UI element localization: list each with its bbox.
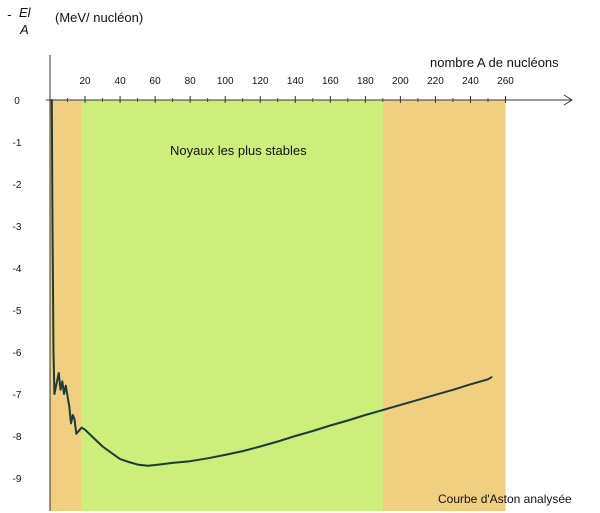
stable-zone-label: Noyaux les plus stables — [170, 143, 307, 158]
y-tick-label-2: -2 — [13, 180, 22, 191]
x-tick-label-140: 140 — [287, 76, 304, 87]
x-tick-label-20: 20 — [79, 76, 91, 87]
zone-band-2 — [382, 100, 506, 511]
ylabel-denominator: A — [19, 22, 29, 37]
x-tick-label-160: 160 — [322, 76, 339, 87]
zone-band-1 — [81, 100, 383, 511]
x-tick-label-260: 260 — [497, 76, 514, 87]
axes — [46, 55, 573, 511]
binding-energy-curve-0 — [50, 99, 493, 467]
y-tick-label-6: -6 — [13, 348, 22, 359]
chart-labels: - El A (MeV/ nucléon) nombre A de nucléo… — [7, 5, 572, 506]
y-tick-label-8: -8 — [13, 432, 22, 443]
x-axis-arrow — [563, 94, 573, 106]
y-tick-label-7: -7 — [13, 390, 22, 401]
ylabel-numerator: El — [19, 5, 32, 20]
zone-band-0 — [50, 100, 82, 511]
chart-caption: Courbe d'Aston analysée — [438, 492, 572, 506]
zone-bands — [50, 100, 506, 511]
x-axis-label: nombre A de nucléons — [430, 55, 559, 70]
x-tick-label-180: 180 — [357, 76, 374, 87]
series-layer — [50, 99, 493, 467]
x-tick-label-240: 240 — [462, 76, 479, 87]
y-tick-label-9: -9 — [13, 474, 22, 485]
y-tick-label-4: -4 — [13, 264, 22, 275]
x-tick-label-40: 40 — [115, 76, 127, 87]
y-tick-label-3: -3 — [13, 222, 22, 233]
y-tick-label-5: -5 — [13, 306, 22, 317]
x-tick-label-80: 80 — [185, 76, 197, 87]
x-tick-label-220: 220 — [427, 76, 444, 87]
ylabel-unit: (MeV/ nucléon) — [55, 10, 143, 25]
x-tick-label-120: 120 — [252, 76, 269, 87]
tick-marks: 20 40 60 80 100 120 140 160 180 200 220 240 260 0 -1 -2… — [13, 76, 515, 485]
ylabel-minus: - — [7, 7, 12, 22]
y-tick-label-1: -1 — [13, 138, 22, 149]
y-tick-label-0: 0 — [14, 96, 20, 107]
x-tick-label-100: 100 — [217, 76, 234, 87]
x-tick-label-200: 200 — [392, 76, 409, 87]
x-tick-label-60: 60 — [150, 76, 162, 87]
